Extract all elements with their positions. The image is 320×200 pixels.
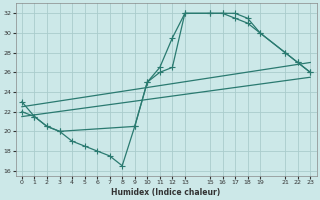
X-axis label: Humidex (Indice chaleur): Humidex (Indice chaleur) bbox=[111, 188, 221, 197]
